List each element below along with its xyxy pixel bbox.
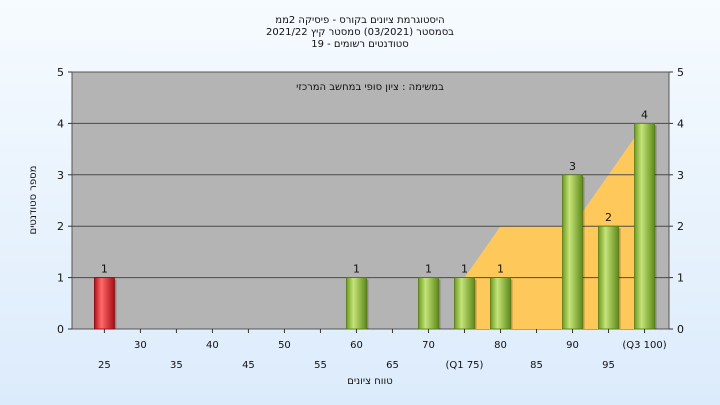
x-axis-title: טווח ציונים [347,376,392,387]
x-tick-label: 30 [134,340,147,351]
bar [94,277,115,330]
bar [454,277,475,330]
x-tick-label: 45 [242,360,255,371]
bar [490,277,511,330]
chart-title-line: בסמסטר (03/2021) סמסטר קיץ 2021/22 [266,27,454,38]
x-tick-label: 90 [566,340,579,351]
x-tick-label: 70 [422,340,435,351]
y-tick-label-right: 4 [677,117,684,130]
x-tick-label: 50 [278,340,291,351]
x-tick-label: 35 [170,360,183,371]
x-tick-label: 85 [530,360,543,371]
y-axis-title: מספר סטודנטים [28,166,39,235]
y-tick-label-right: 3 [677,169,684,182]
bar-value-label: 2 [605,211,612,224]
bar [562,174,583,330]
y-tick-label: 1 [57,272,64,285]
bar-value-label: 3 [569,160,576,173]
x-tick-label: 25 [98,360,111,371]
x-tick-label: 95 [602,360,615,371]
x-tick-label: (Q3 100) [622,340,666,351]
x-tick-label: 60 [350,340,363,351]
x-tick-label: 65 [386,360,399,371]
y-tick-label-right: 1 [677,272,684,285]
inner-label: במשימה : ציון סופי במחשב המרכזי [296,82,444,93]
bar-value-label: 1 [425,263,432,276]
bar [598,225,619,330]
y-tick-label: 5 [57,66,64,79]
y-tick-label-right: 2 [677,220,684,233]
bar [634,123,655,330]
bar-value-label: 1 [353,263,360,276]
bar-value-label: 4 [641,108,648,121]
y-tick-label: 0 [57,323,64,336]
y-tick-label-right: 5 [677,66,684,79]
bar-value-label: 1 [497,263,504,276]
x-tick-label: (Q1 75) [446,360,484,371]
y-tick-label: 2 [57,220,64,233]
y-tick-label-right: 0 [677,323,684,336]
bar-value-label: 1 [101,263,108,276]
x-tick-label: 40 [206,340,219,351]
bar [346,277,367,330]
bar-value-label: 1 [461,263,468,276]
y-tick-label: 3 [57,169,64,182]
bar [418,277,439,330]
x-tick-label: 55 [314,360,327,371]
chart-title-line: היסטוגרמת ציונים בקורס - פיסיקה 2ממ [275,15,444,26]
y-tick-label: 4 [57,117,64,130]
x-tick-label: 80 [494,340,507,351]
chart-title-line: סטודנטים רשומים - 19 [311,39,409,50]
